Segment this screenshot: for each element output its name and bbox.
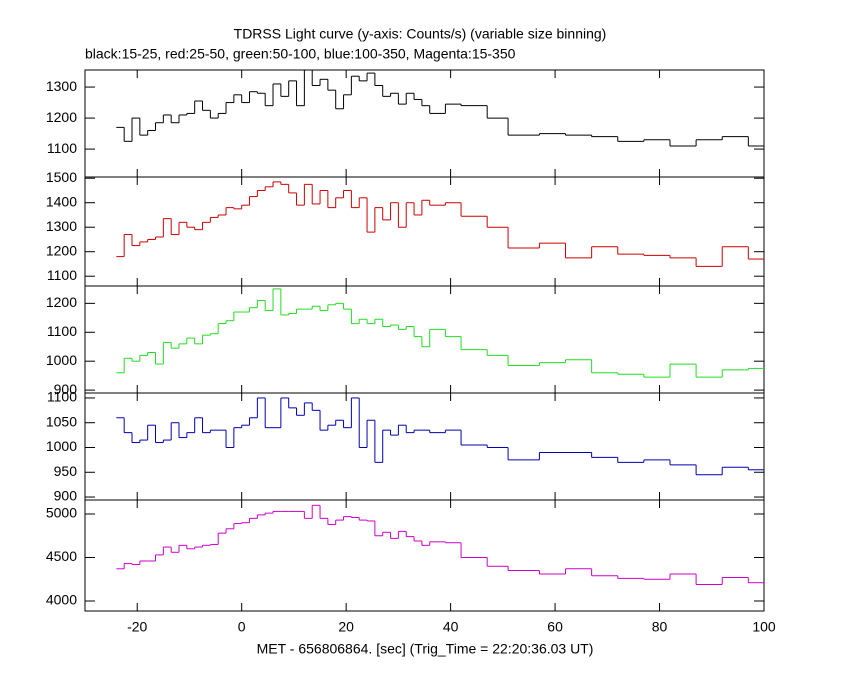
y-tick-label: 1050 [46, 413, 77, 429]
y-tick-label: 4500 [46, 548, 77, 564]
y-tick-label: 4000 [46, 592, 77, 608]
y-tick-label: 1200 [46, 109, 77, 125]
y-tick-label: 1400 [46, 193, 77, 209]
y-tick-label: 1100 [47, 389, 77, 405]
y-tick-label: 1100 [47, 323, 77, 339]
y-tick-label: 1300 [46, 78, 77, 94]
x-tick-label: 0 [238, 619, 246, 635]
x-tick-label: 20 [338, 619, 354, 635]
y-tick-label: 950 [54, 463, 78, 479]
y-tick-label: 1000 [46, 352, 77, 368]
y-tick-label: 900 [54, 488, 78, 504]
y-tick-label: 5000 [46, 505, 77, 521]
x-tick-label: 100 [752, 619, 776, 635]
x-tick-label: 60 [547, 619, 563, 635]
y-tick-label: 1100 [47, 267, 77, 283]
panel-frame [84, 499, 765, 612]
y-tick-label: 1200 [46, 242, 77, 258]
x-tick-label: 80 [652, 619, 668, 635]
panel-frame [84, 176, 765, 287]
y-tick-label: 1500 [46, 169, 77, 185]
y-tick-label: 900 [54, 381, 78, 397]
x-tick-label: 40 [443, 619, 459, 635]
chart-subtitle: black:15-25, red:25-50, green:50-100, bl… [85, 46, 516, 62]
x-tick-label: -20 [127, 619, 147, 635]
y-tick-label: 1100 [47, 140, 77, 156]
x-axis-label: MET - 656806864. [sec] (Trig_Time = 22:2… [257, 641, 594, 657]
panel-frame [84, 69, 765, 178]
y-tick-label: 1300 [46, 218, 77, 234]
y-tick-label: 1200 [46, 294, 77, 310]
chart-title: TDRSS Light curve (y-axis: Counts/s) (va… [234, 26, 607, 42]
y-tick-label: 1000 [46, 438, 77, 454]
panel-frame [84, 392, 765, 501]
